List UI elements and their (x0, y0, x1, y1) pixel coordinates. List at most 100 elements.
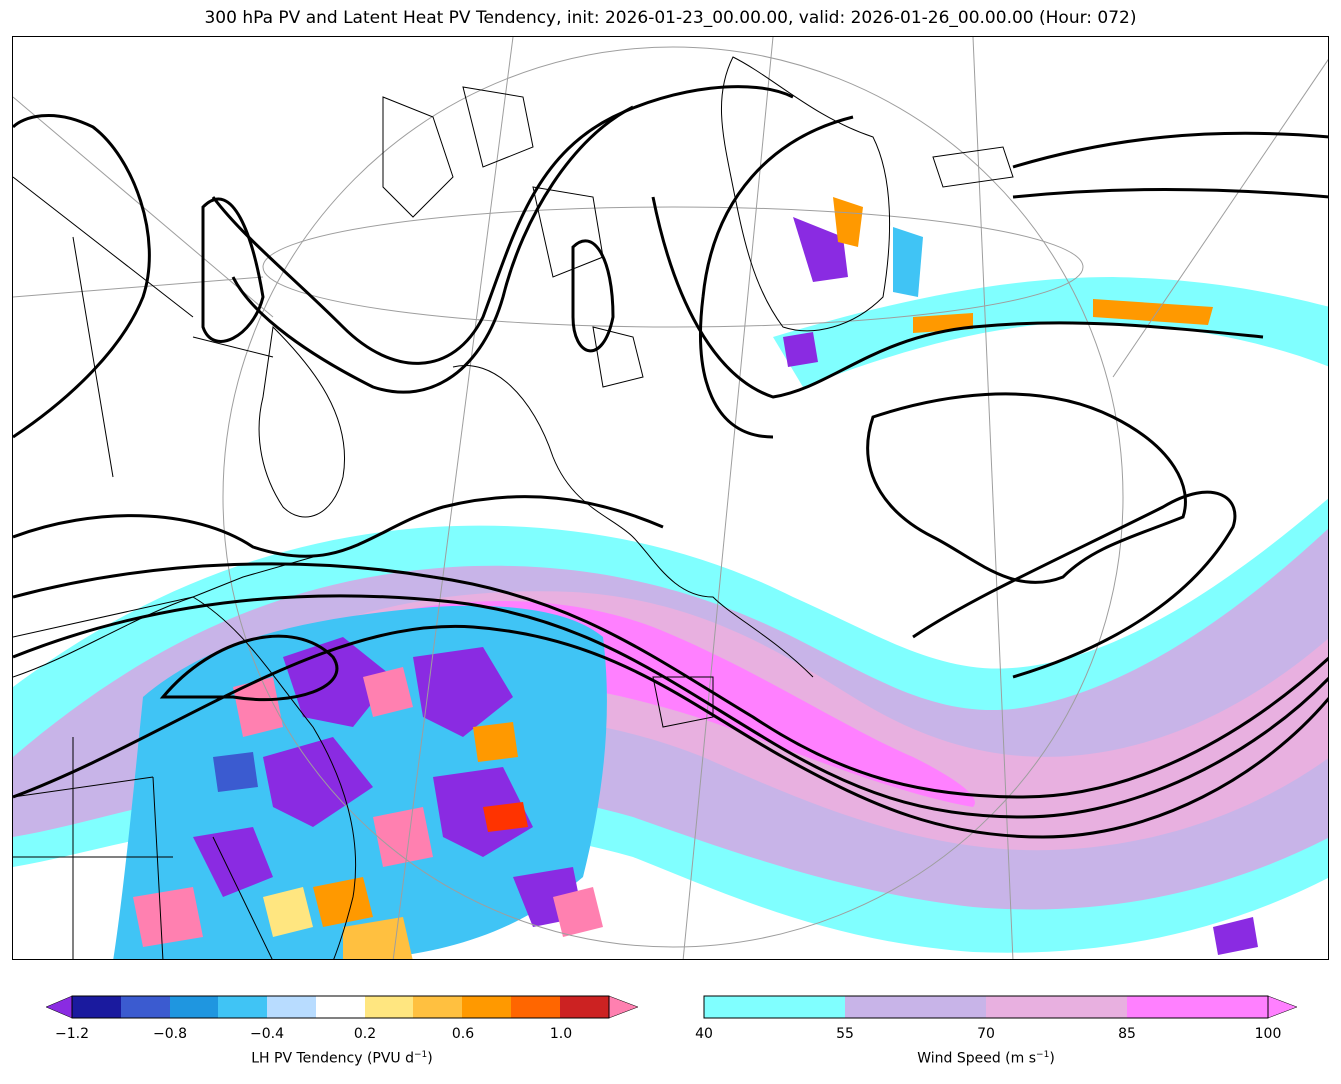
latitude-circle-inner (262, 206, 1084, 328)
lh-region-darkblue-1 (213, 752, 258, 792)
wind-swatch-4 (1127, 996, 1268, 1018)
lh-region-pink-3 (373, 807, 433, 867)
lh-label-exponent: −1 (414, 1050, 428, 1060)
pv-contour-7 (211, 85, 794, 365)
lh-region-pink-5 (553, 887, 603, 937)
coast-iceland (932, 146, 1014, 188)
lh-swatch-9 (462, 996, 511, 1018)
lh-swatch-5 (267, 996, 316, 1018)
lh-pv-tendency-shading (113, 197, 1258, 959)
pv-contour-13 (912, 490, 1237, 679)
lh-swatch-over (608, 995, 639, 1019)
pv-contour-8 (231, 105, 634, 394)
lh-region-orange-3 (343, 917, 413, 959)
lh-tick-1: −1.2 (55, 1026, 89, 1042)
lh-colorbar-swatches (45, 995, 639, 1019)
wind-40-north (773, 277, 1328, 387)
plot-title: 300 hPa PV and Latent Heat PV Tendency, … (204, 8, 1137, 28)
lh-tick-3: −0.4 (250, 1026, 284, 1042)
border-states (13, 737, 273, 959)
lh-swatch-under (45, 995, 73, 1019)
pv-contour-2 (13, 562, 1328, 799)
lh-swatch-3 (170, 996, 218, 1018)
lh-region-pink-2 (233, 677, 283, 737)
lh-swatch-10 (511, 996, 560, 1018)
coastlines (13, 56, 1014, 959)
meridian-3 (972, 37, 1014, 959)
border-provinces (13, 176, 274, 478)
meridian-1 (392, 37, 514, 959)
graticule (13, 37, 1328, 959)
map-canvas (13, 37, 1328, 959)
wind-tick-1: 40 (695, 1026, 713, 1042)
lh-region-pink-1 (363, 667, 413, 717)
pv-contour-11 (1012, 131, 1328, 199)
pv-contour-6 (13, 113, 151, 439)
coast-arctic-islands (382, 86, 644, 388)
lh-region-pink-4 (133, 887, 203, 947)
pv-contour-4 (13, 624, 1328, 839)
pv-contours (13, 85, 1328, 839)
border-us-canada (13, 556, 314, 638)
wind-colorbar-swatches (703, 995, 1298, 1019)
lh-region-labrador-purple (783, 332, 818, 367)
lh-tick-5: 0.6 (451, 1026, 475, 1042)
pv-contour-5 (159, 634, 339, 702)
lh-region-purple-3 (263, 737, 373, 827)
wind-tick-2: 55 (836, 1026, 854, 1042)
latitude-circle-outer (222, 46, 1124, 948)
lh-swatch-7 (365, 996, 413, 1018)
lh-colorbar-label: LH PV Tendency (PVU d−1) (251, 1050, 433, 1067)
lh-region-purple-2 (413, 647, 513, 737)
lh-region-yellow-1 (263, 887, 313, 937)
wind-swatch-2 (845, 996, 986, 1018)
lh-swatch-6 (316, 996, 365, 1018)
lh-swatch-8 (413, 996, 462, 1018)
lh-region-orange-2 (473, 722, 518, 762)
wind-tick-4: 85 (1118, 1026, 1136, 1042)
coast-east-north-america (13, 596, 357, 959)
wind-swatch-3 (986, 996, 1127, 1018)
meridian-6 (13, 276, 264, 298)
lh-region-greenland-orange (833, 197, 863, 247)
coast-hudson-bay (258, 325, 345, 518)
wind-colorbar-label: Wind Speed (m s−1) (917, 1050, 1055, 1067)
pv-contour-1 (13, 495, 664, 558)
lh-colorbar (45, 995, 639, 1019)
lh-label-close: ) (427, 1050, 433, 1067)
lh-tick-4: 0.2 (353, 1026, 377, 1042)
lh-tick-2: −0.8 (153, 1026, 187, 1042)
lh-region-red-1 (483, 802, 528, 832)
wind-swatch-over (1267, 995, 1298, 1019)
meridian-4 (1112, 59, 1328, 378)
wind-label-exponent: −1 (1036, 1050, 1050, 1060)
wind-tick-3: 70 (977, 1026, 995, 1042)
lh-label-text: LH PV Tendency (PVU d (251, 1050, 415, 1067)
wind-swatch-1 (704, 996, 845, 1018)
lh-region-se-purple (1213, 917, 1258, 955)
lh-swatch-11 (560, 996, 609, 1018)
coast-greenland (720, 56, 891, 332)
lh-region-greenland-purple (793, 217, 848, 282)
coast-newfoundland (652, 676, 714, 728)
lh-colorbar-frame (71, 995, 610, 1019)
wind-colorbar-frame (703, 995, 1269, 1019)
wind-label-text: Wind Speed (m s (917, 1050, 1037, 1067)
wind-tick-5: 100 (1254, 1026, 1282, 1042)
lh-swatch-2 (121, 996, 170, 1018)
lh-region-east-orange-2 (1093, 299, 1213, 325)
meridian-2 (682, 37, 774, 959)
pv-contour-15 (201, 197, 265, 343)
pv-contour-10 (699, 115, 854, 439)
pv-contour-3 (13, 594, 1328, 819)
coast-labrador (452, 365, 814, 678)
lh-swatch-1 (72, 996, 121, 1018)
lh-region-greenland-blue (893, 227, 923, 297)
pv-contour-14 (571, 239, 615, 353)
map-panel (12, 36, 1329, 960)
pv-contour-12 (866, 392, 1187, 584)
lh-region-orange-1 (313, 877, 373, 927)
wind-label-close: ) (1049, 1050, 1055, 1067)
wind-colorbar (703, 995, 1298, 1019)
lh-swatch-4 (218, 996, 267, 1018)
